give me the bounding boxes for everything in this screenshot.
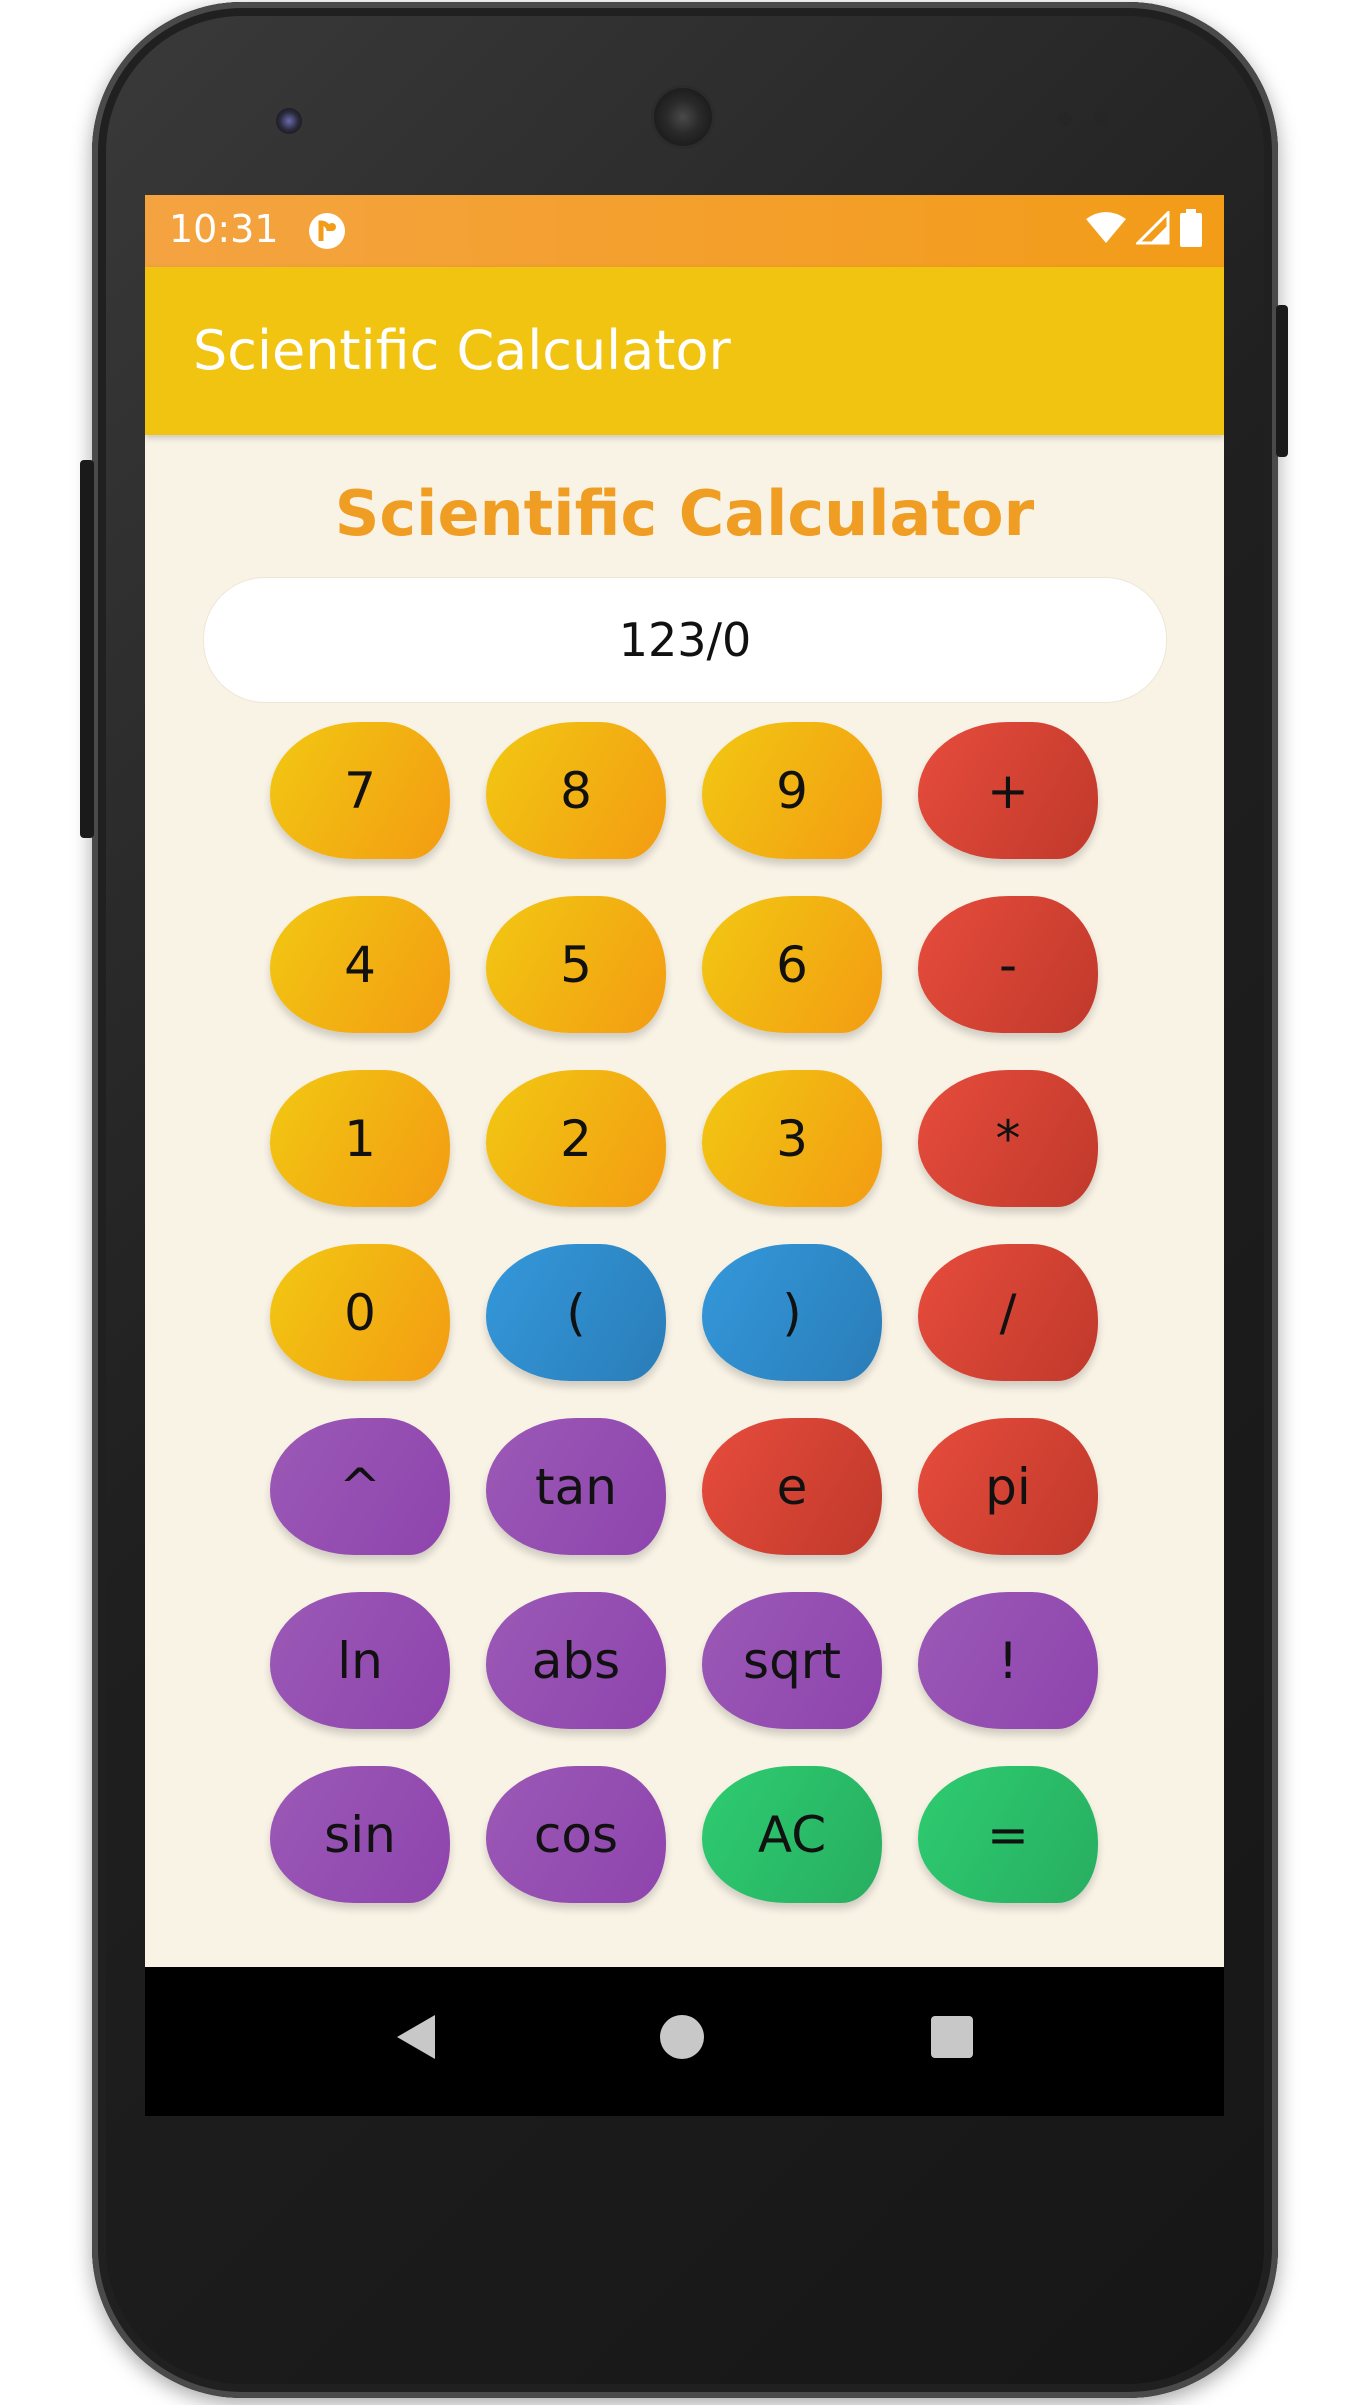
key-16[interactable]: / xyxy=(918,1244,1098,1381)
key-20[interactable]: pi xyxy=(918,1418,1098,1555)
signal-icon xyxy=(1136,211,1170,245)
device-screen: 10:31 Scientific Calculator Scientific C… xyxy=(145,195,1224,2116)
back-icon[interactable] xyxy=(395,2013,437,2061)
key-4[interactable]: + xyxy=(918,722,1098,859)
key-9[interactable]: 1 xyxy=(270,1070,450,1207)
key-27[interactable]: AC xyxy=(702,1766,882,1903)
key-17[interactable]: ^ xyxy=(270,1418,450,1555)
key-1[interactable]: 7 xyxy=(270,722,450,859)
home-icon[interactable] xyxy=(660,2015,704,2059)
key-18[interactable]: tan xyxy=(486,1418,666,1555)
status-bar: 10:31 xyxy=(145,195,1224,267)
key-6[interactable]: 5 xyxy=(486,896,666,1033)
proximity-sensor xyxy=(1058,112,1072,126)
key-12[interactable]: * xyxy=(918,1070,1098,1207)
key-14[interactable]: ( xyxy=(486,1244,666,1381)
key-2[interactable]: 8 xyxy=(486,722,666,859)
front-camera xyxy=(276,108,302,134)
app-notification-icon xyxy=(309,213,345,249)
key-23[interactable]: sqrt xyxy=(702,1592,882,1729)
key-15[interactable]: ) xyxy=(702,1244,882,1381)
key-22[interactable]: abs xyxy=(486,1592,666,1729)
key-7[interactable]: 6 xyxy=(702,896,882,1033)
key-26[interactable]: cos xyxy=(486,1766,666,1903)
key-25[interactable]: sin xyxy=(270,1766,450,1903)
light-sensor xyxy=(1094,112,1108,126)
key-10[interactable]: 2 xyxy=(486,1070,666,1207)
navigation-bar xyxy=(145,1967,1224,2116)
key-28[interactable]: = xyxy=(918,1766,1098,1903)
key-8[interactable]: - xyxy=(918,896,1098,1033)
page-title: Scientific Calculator xyxy=(334,477,1035,550)
volume-button xyxy=(80,460,94,838)
key-21[interactable]: ln xyxy=(270,1592,450,1729)
battery-icon xyxy=(1180,209,1202,247)
calculator-content: Scientific Calculator 123/0 7 8 9 +4 5 6- 1 2 3 *… xyxy=(145,435,1224,1967)
calculator-display[interactable]: 123/0 xyxy=(203,577,1167,703)
status-time: 10:31 xyxy=(169,207,279,251)
key-13[interactable]: 0 xyxy=(270,1244,450,1381)
app-bar: Scientific Calculator xyxy=(145,267,1224,435)
recents-icon[interactable] xyxy=(931,2016,973,2058)
earpiece-speaker xyxy=(654,88,712,146)
app-bar-title: Scientific Calculator xyxy=(193,319,731,382)
key-11[interactable]: 3 xyxy=(702,1070,882,1207)
key-3[interactable]: 9 xyxy=(702,722,882,859)
key-24[interactable]: ! xyxy=(918,1592,1098,1729)
key-5[interactable]: 4 xyxy=(270,896,450,1033)
key-19[interactable]: e xyxy=(702,1418,882,1555)
wifi-icon xyxy=(1086,212,1126,243)
power-button xyxy=(1276,305,1288,457)
system-icons xyxy=(1086,209,1202,247)
